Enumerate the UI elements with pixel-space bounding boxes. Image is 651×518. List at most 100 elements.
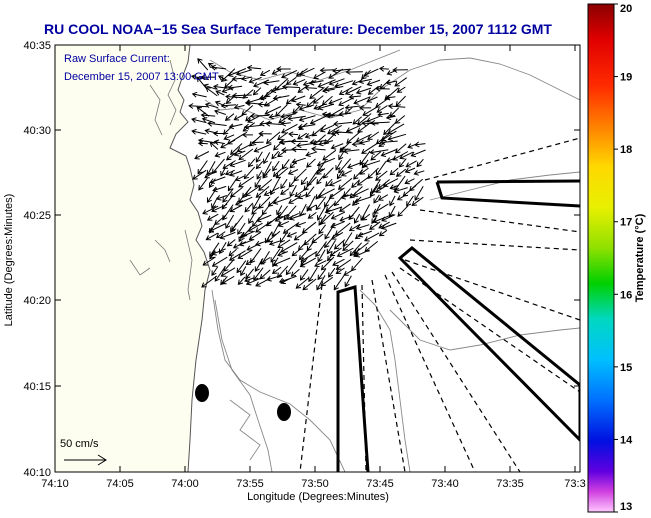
current-arrow: [221, 275, 235, 285]
current-arrow: [294, 187, 308, 198]
current-arrow: [389, 167, 399, 176]
current-arrow: [287, 115, 306, 122]
current-arrow: [396, 86, 406, 93]
current-arrow: [362, 106, 378, 116]
current-arrow: [383, 122, 397, 136]
current-arrow: [211, 266, 219, 276]
current-arrow: [311, 146, 326, 152]
current-arrow: [279, 231, 289, 244]
current-arrow: [205, 232, 219, 241]
current-arrow: [380, 148, 398, 157]
current-arrow: [387, 123, 405, 134]
current-arrow: [355, 224, 370, 231]
current-arrow: [280, 188, 290, 195]
current-arrow: [244, 100, 262, 107]
current-arrow: [289, 213, 307, 221]
current-arrow: [241, 75, 252, 82]
current-arrow: [278, 275, 297, 284]
current-arrow: [219, 241, 227, 255]
current-arrow: [222, 188, 234, 203]
current-arrow: [212, 130, 225, 137]
current-arrow: [204, 102, 219, 109]
current-arrow: [237, 222, 246, 235]
current-arrow: [204, 170, 217, 179]
current-arrow: [344, 104, 361, 111]
current-arrow: [281, 69, 298, 79]
current-arrow: [277, 131, 289, 141]
colorbar-tick-label: 15: [620, 362, 632, 374]
current-arrow: [392, 67, 409, 73]
current-arrow: [212, 185, 227, 193]
x-tick-label: 73:40: [431, 478, 459, 490]
current-arrow: [316, 175, 324, 185]
current-arrow: [215, 231, 226, 239]
current-arrow: [290, 268, 300, 277]
current-arrow: [276, 265, 289, 279]
current-arrow: [277, 149, 288, 158]
colorbar-tick-label: 13: [620, 501, 632, 513]
colorbar-tick-label: 14: [620, 434, 633, 446]
current-arrow: [276, 205, 283, 216]
current-arrow: [406, 195, 414, 207]
current-arrow: [215, 90, 225, 96]
current-arrow: [255, 239, 270, 247]
current-arrow: [235, 69, 252, 77]
current-arrow: [277, 239, 291, 249]
current-arrow: [215, 194, 227, 201]
current-arrow: [265, 131, 281, 145]
current-arrow: [219, 231, 236, 240]
current-arrow: [389, 195, 396, 207]
current-arrow: [220, 167, 226, 177]
colorbar-tick-label: 19: [620, 72, 632, 84]
current-arrow: [379, 139, 398, 146]
current-arrow: [268, 240, 280, 246]
current-arrow: [384, 94, 396, 101]
current-arrow: [330, 143, 344, 150]
x-axis-ticks: 74:10 74:05 74:00 73:55 73:50 73:45 73:40 73:35…: [41, 45, 586, 490]
scale-arrow: [64, 454, 107, 466]
current-arrow: [220, 267, 236, 277]
current-arrow: [354, 249, 370, 258]
current-arrow: [257, 101, 271, 108]
current-arrow: [233, 150, 246, 157]
current-arrow: [338, 111, 352, 117]
current-arrow: [399, 151, 414, 160]
current-arrow: [272, 196, 291, 205]
current-arrow: [226, 239, 236, 247]
current-arrow: [271, 221, 281, 238]
current-arrow: [345, 69, 363, 75]
current-arrow: [396, 194, 407, 201]
current-arrow: [361, 142, 378, 154]
current-arrow: [263, 152, 271, 165]
current-arrow: [324, 86, 344, 92]
current-arrow: [375, 161, 387, 176]
scale-arrow-label: 50 cm/s: [60, 438, 99, 450]
x-tick-label: 74:05: [106, 478, 134, 490]
current-arrow: [270, 86, 290, 94]
current-arrow: [251, 205, 261, 215]
current-arrow: [247, 222, 263, 232]
current-arrow: [356, 175, 370, 186]
current-arrow: [306, 204, 317, 211]
current-arrow: [353, 96, 371, 105]
current-arrow: [230, 222, 237, 233]
current-arrow: [316, 275, 326, 291]
current-arrow: [361, 213, 371, 221]
current-arrow: [198, 177, 208, 191]
current-arrow: [352, 188, 369, 197]
colorbar-ticks: 20 19 18 17 16 15 14 13: [614, 3, 633, 513]
x-tick-label: 74:10: [41, 478, 69, 490]
current-arrow: [352, 196, 362, 206]
x-axis-label: Longitude (Degrees:Minutes): [247, 491, 389, 503]
current-arrow: [330, 211, 346, 220]
current-arrow: [277, 220, 290, 228]
current-arrow: [300, 176, 308, 186]
current-arrow: [305, 186, 315, 198]
current-arrow: [353, 247, 360, 258]
current-arrow: [277, 205, 288, 219]
current-arrow: [388, 205, 396, 218]
current-arrow: [358, 104, 372, 111]
current-arrow: [237, 249, 253, 259]
current-arrow: [245, 184, 262, 197]
current-arrow: [325, 178, 333, 187]
